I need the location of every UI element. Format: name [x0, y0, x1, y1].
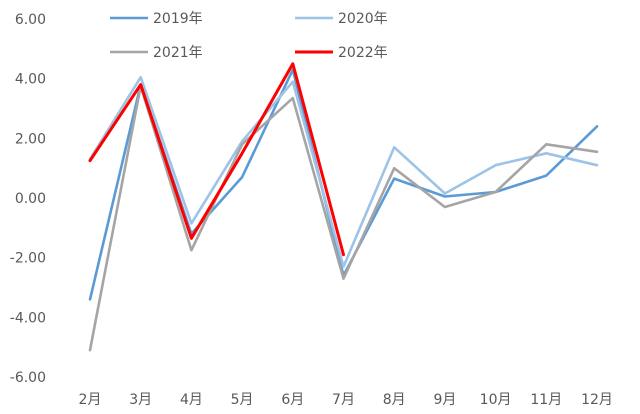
series-lines: [88, 62, 599, 352]
y-tick-label: -2.00: [10, 251, 46, 267]
legend-label: 2019年: [153, 11, 203, 27]
x-tick-label: 3月: [129, 392, 152, 408]
x-tick-label: 6月: [281, 392, 304, 408]
x-tick-label: 4月: [180, 392, 203, 408]
legend-label: 2022年: [338, 45, 388, 61]
y-tick-label: 4.00: [15, 72, 46, 88]
series-line-2020年: [88, 75, 599, 268]
x-tick-label: 5月: [231, 392, 254, 408]
legend-item: 2021年: [110, 45, 203, 61]
y-tick-label: -4.00: [10, 310, 46, 326]
legend-item: 2022年: [295, 45, 388, 61]
legend: 2019年 2020年 2021年 2022年: [110, 11, 388, 61]
y-axis-labels: -6.00 -4.00 -2.00 0.00 2.00 4.00 6.00: [10, 12, 46, 386]
x-tick-label: 2月: [79, 392, 102, 408]
y-tick-label: 2.00: [15, 131, 46, 147]
legend-label: 2020年: [338, 11, 388, 27]
series-line-2022年: [88, 62, 345, 257]
x-tick-label: 10月: [480, 392, 512, 408]
x-axis-labels: 2月 3月 4月 5月 6月 7月 8月 9月 10月 11月 12月: [79, 392, 613, 408]
legend-label: 2021年: [153, 45, 203, 61]
x-tick-label: 11月: [530, 392, 562, 408]
x-tick-label: 9月: [433, 392, 456, 408]
x-tick-label: 8月: [383, 392, 406, 408]
x-tick-label: 12月: [581, 392, 613, 408]
y-tick-label: -6.00: [10, 370, 46, 386]
legend-item: 2020年: [295, 11, 388, 27]
legend-item: 2019年: [110, 11, 203, 27]
x-tick-label: 7月: [332, 392, 355, 408]
series-line-2021年: [88, 84, 599, 352]
y-tick-label: 0.00: [15, 191, 46, 207]
y-tick-label: 6.00: [15, 12, 46, 28]
